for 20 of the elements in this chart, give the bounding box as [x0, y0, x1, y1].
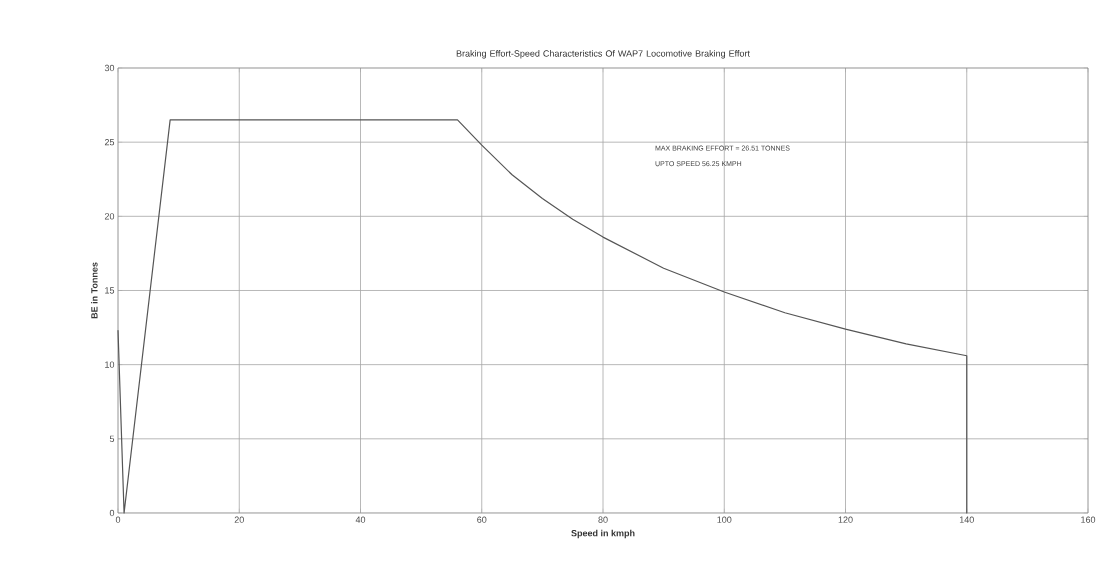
- x-tick-label: 80: [598, 516, 608, 523]
- x-axis-title: Speed in kmph: [571, 529, 635, 539]
- x-tick-label: 60: [477, 516, 487, 523]
- y-tick-label: 10: [105, 361, 115, 368]
- x-tick-label: 40: [355, 516, 366, 523]
- y-tick-label: 0: [109, 509, 115, 517]
- x-tick-label: 20: [234, 516, 244, 523]
- y-tick-label: 25: [104, 138, 115, 146]
- x-tick-label: 100: [717, 516, 732, 523]
- x-tick-label: 120: [838, 516, 853, 523]
- y-tick-label: 15: [105, 287, 115, 294]
- line-series: [117, 119, 968, 514]
- x-tick-label: 0: [115, 516, 121, 523]
- y-tick-label: 5: [109, 435, 115, 442]
- chart-title: Braking Effort-Speed Characteristics Of WAP7 Locomotive Braking Effort: [456, 50, 750, 59]
- y-axis-title: BE in Tonnes: [90, 262, 98, 319]
- y-tick-label: 20: [104, 213, 115, 220]
- x-tick-label: 160: [1081, 516, 1096, 523]
- x-tick-label: 140: [959, 516, 974, 523]
- y-tick-label: 30: [104, 64, 115, 72]
